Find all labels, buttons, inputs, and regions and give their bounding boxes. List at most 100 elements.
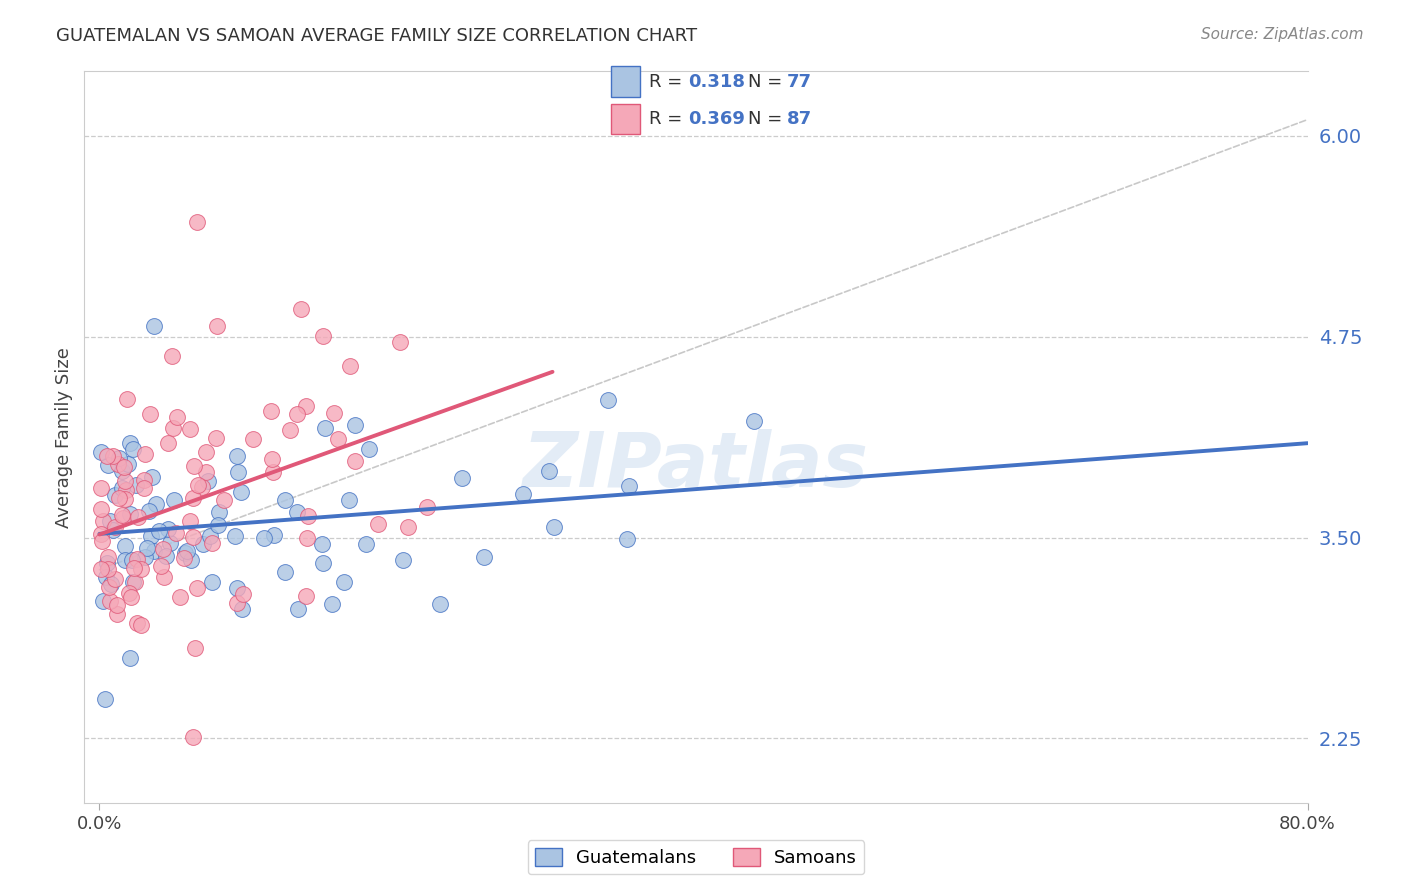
Guatemalans xyxy=(207,518,229,533)
Samoans xyxy=(184,641,207,656)
Samoans xyxy=(294,399,316,413)
Guatemalans xyxy=(103,523,125,537)
Samoans xyxy=(278,423,301,437)
Samoans xyxy=(179,514,201,528)
Samoans xyxy=(91,514,114,528)
Guatemalans xyxy=(122,575,145,590)
Samoans xyxy=(205,319,228,334)
Samoans xyxy=(122,561,145,575)
Samoans xyxy=(108,491,131,505)
Samoans xyxy=(165,526,187,541)
Samoans xyxy=(294,589,316,603)
Text: N =: N = xyxy=(748,72,782,91)
Samoans xyxy=(186,581,208,595)
Guatemalans xyxy=(111,481,134,495)
Samoans xyxy=(179,422,201,436)
Samoans xyxy=(156,436,179,450)
Samoans xyxy=(131,618,153,632)
Samoans xyxy=(107,457,129,471)
Guatemalans xyxy=(208,505,231,519)
Samoans xyxy=(166,409,188,424)
Guatemalans xyxy=(274,565,297,579)
Samoans xyxy=(98,580,121,594)
Guatemalans xyxy=(136,541,159,556)
Samoans xyxy=(225,596,247,610)
Guatemalans xyxy=(226,449,249,463)
Text: 77: 77 xyxy=(787,72,811,91)
Guatemalans xyxy=(90,444,112,458)
Guatemalans xyxy=(157,522,180,536)
Guatemalans xyxy=(98,514,121,528)
Guatemalans xyxy=(124,478,146,492)
Samoans xyxy=(187,478,209,492)
Guatemalans xyxy=(333,574,356,589)
Samoans xyxy=(191,480,214,494)
Samoans xyxy=(90,502,112,516)
Guatemalans xyxy=(229,484,252,499)
Text: GUATEMALAN VS SAMOAN AVERAGE FAMILY SIZE CORRELATION CHART: GUATEMALAN VS SAMOAN AVERAGE FAMILY SIZE… xyxy=(56,27,697,45)
Samoans xyxy=(129,562,152,576)
Samoans xyxy=(232,587,254,601)
Samoans xyxy=(344,453,367,467)
Guatemalans xyxy=(141,470,163,484)
Samoans xyxy=(127,510,149,524)
Guatemalans xyxy=(226,582,249,596)
Samoans xyxy=(162,421,184,435)
Samoans xyxy=(118,586,141,600)
Guatemalans xyxy=(343,418,366,433)
Guatemalans xyxy=(91,593,114,607)
Guatemalans xyxy=(96,556,118,570)
Text: R =: R = xyxy=(648,72,682,91)
Guatemalans xyxy=(111,465,134,479)
Guatemalans xyxy=(120,650,142,665)
Samoans xyxy=(114,491,136,506)
Samoans xyxy=(117,392,139,407)
Guatemalans xyxy=(118,436,141,450)
Samoans xyxy=(169,591,191,605)
Guatemalans xyxy=(226,465,249,479)
Guatemalans xyxy=(145,497,167,511)
Guatemalans xyxy=(314,421,336,435)
Guatemalans xyxy=(191,537,214,551)
Samoans xyxy=(322,406,344,420)
Samoans xyxy=(297,508,319,523)
Samoans xyxy=(111,510,134,524)
Samoans xyxy=(260,451,283,466)
Guatemalans xyxy=(143,318,166,333)
Guatemalans xyxy=(163,493,186,508)
Guatemalans xyxy=(104,488,127,502)
Samoans xyxy=(312,329,335,343)
Samoans xyxy=(328,432,350,446)
Guatemalans xyxy=(474,550,496,565)
Samoans xyxy=(195,445,218,459)
Guatemalans xyxy=(180,553,202,567)
Text: N =: N = xyxy=(748,110,782,128)
Guatemalans xyxy=(96,570,118,584)
Samoans xyxy=(90,534,112,549)
Guatemalans xyxy=(120,507,142,521)
Samoans xyxy=(212,492,235,507)
Guatemalans xyxy=(311,537,333,551)
Samoans xyxy=(152,541,174,556)
Guatemalans xyxy=(117,457,139,471)
Guatemalans xyxy=(122,442,145,457)
Samoans xyxy=(260,404,283,418)
Text: 87: 87 xyxy=(787,110,811,128)
Guatemalans xyxy=(392,553,415,567)
Samoans xyxy=(194,465,217,479)
Guatemalans xyxy=(263,527,285,541)
Text: ZIPatlas: ZIPatlas xyxy=(523,429,869,503)
Samoans xyxy=(160,349,183,363)
Samoans xyxy=(339,359,361,373)
Guatemalans xyxy=(114,539,136,553)
Guatemalans xyxy=(616,532,638,546)
Guatemalans xyxy=(598,392,620,407)
Samoans xyxy=(139,408,162,422)
Samoans xyxy=(388,334,411,349)
Samoans xyxy=(112,459,135,474)
Samoans xyxy=(183,458,205,473)
Samoans xyxy=(295,531,318,545)
Guatemalans xyxy=(155,549,177,564)
Samoans xyxy=(173,550,195,565)
Legend: Guatemalans, Samoans: Guatemalans, Samoans xyxy=(527,840,865,874)
